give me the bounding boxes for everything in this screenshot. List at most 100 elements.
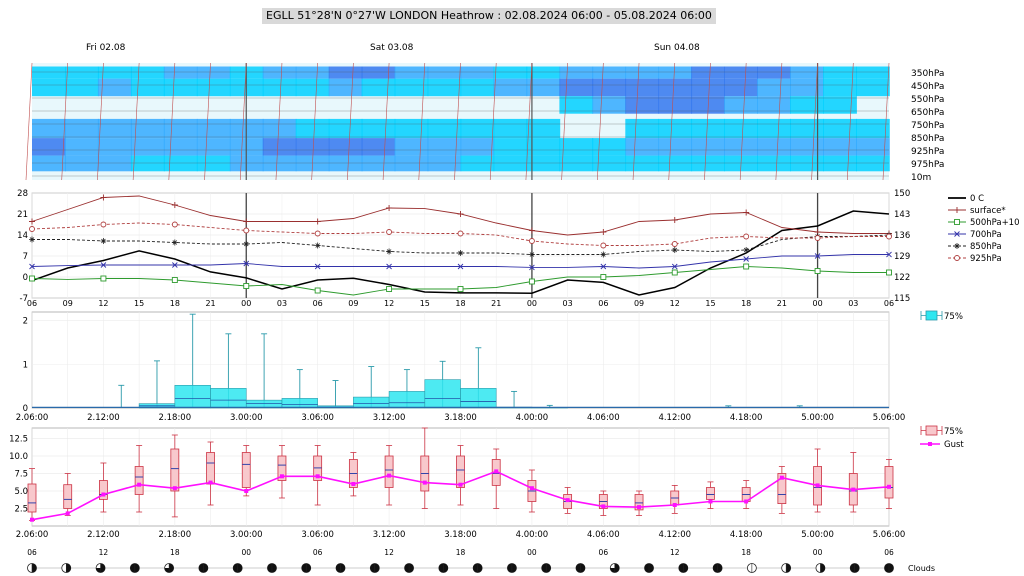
heatmap-cell — [262, 118, 297, 139]
heatmap-cell — [592, 155, 627, 172]
heatmap-cell — [196, 118, 231, 139]
heatmap-cell — [427, 155, 462, 172]
precipitation-x-tick: 3.18:00 — [444, 413, 477, 423]
temperature-hour-label: 15 — [134, 299, 144, 308]
wind-barb — [846, 62, 854, 181]
data-point-marker — [600, 274, 607, 280]
cloud-hour-label: 00 — [813, 548, 823, 557]
meteogram-title: EGLL 51°28'N 0°27'W LONDON Heathrow : 02… — [262, 8, 716, 24]
heatmap-cell — [592, 138, 627, 156]
heatmap-cell — [427, 138, 462, 156]
heatmap-cell — [658, 66, 693, 79]
heatmap-cell — [97, 155, 132, 172]
data-point-marker — [29, 263, 35, 270]
precipitation-legend-label: 75% — [944, 312, 963, 322]
cloud-hour-label: 00 — [527, 548, 537, 557]
data-point-marker — [457, 230, 464, 237]
heatmap-level-label: 925hPa — [911, 147, 944, 157]
heatmap-cell — [493, 78, 528, 97]
temperature-right-tick: 136 — [894, 231, 910, 241]
heatmap-level-label: 975hPa — [911, 160, 944, 170]
data-point-marker — [386, 229, 393, 235]
temperature-hour-label: 03 — [563, 299, 573, 308]
wind-box — [277, 455, 287, 481]
heatmap-cell — [559, 78, 594, 97]
precipitation-y-tick: 0 — [23, 404, 28, 414]
wind-y-tick: 5.0 — [14, 487, 28, 497]
wind-legend-whisker — [920, 426, 943, 435]
gust-point — [387, 473, 392, 478]
heatmap-cell — [361, 78, 396, 97]
data-point-marker — [100, 275, 107, 282]
wind-barb — [168, 62, 176, 181]
gust-point — [708, 499, 713, 504]
heatmap-cell — [856, 118, 890, 139]
heatmap-cell — [328, 118, 363, 139]
data-point-marker — [100, 262, 107, 268]
temperature-hour-label: 12 — [670, 299, 680, 308]
heatmap-cell — [196, 66, 231, 79]
wind-x-tick: 3.12:00 — [373, 530, 406, 540]
heatmap-cell — [658, 96, 693, 114]
heatmap-cell — [295, 138, 330, 156]
heatmap-cell — [757, 118, 791, 139]
heatmap-cell — [493, 138, 528, 156]
heatmap-cell — [460, 66, 495, 79]
precipitation-x-tick: 3.12:00 — [373, 413, 406, 423]
gust-point — [494, 469, 499, 474]
data-point-marker — [529, 264, 535, 271]
heatmap-cell — [724, 96, 758, 114]
heatmap-cell — [625, 118, 660, 139]
temperature-right-tick: 150 — [894, 189, 910, 199]
heatmap-cell — [856, 138, 890, 156]
precipitation-x-tick: 4.06:00 — [587, 413, 620, 423]
data-point-marker — [457, 286, 464, 292]
precipitation-chart — [31, 310, 943, 409]
gust-point — [65, 511, 70, 516]
temperature-hour-label: 21 — [205, 299, 215, 308]
heatmap-cell — [823, 118, 857, 139]
wind-barb — [61, 62, 69, 181]
heatmap-cell — [724, 118, 758, 139]
heatmap-cell — [394, 78, 429, 97]
data-point-marker — [743, 209, 750, 216]
data-point-marker — [600, 263, 607, 270]
temperature-hour-label: 06 — [313, 299, 323, 308]
heatmap-cell — [427, 78, 462, 97]
heatmap-cell — [856, 78, 890, 97]
gust-point — [172, 486, 177, 491]
heatmap-cell — [262, 78, 297, 97]
wind-barb — [239, 62, 247, 181]
gust-point — [672, 503, 677, 507]
heatmap-cell — [790, 118, 824, 139]
gust-legend-marker — [928, 442, 932, 446]
wind-x-tick: 4.12:00 — [658, 530, 691, 540]
heatmap-cell — [130, 155, 165, 172]
heatmap-cell — [361, 118, 396, 139]
heatmap-cell — [460, 118, 495, 139]
heatmap-cell — [32, 138, 66, 156]
heatmap-level-label: 10m — [911, 173, 931, 183]
heatmap-cell — [823, 138, 857, 156]
gust-point — [279, 474, 284, 479]
heatmap-cell — [328, 78, 363, 97]
data-point-marker — [954, 219, 960, 225]
heatmap-cell — [328, 66, 363, 79]
cloud-hour-label: 18 — [456, 548, 466, 557]
heatmap-cell — [658, 78, 693, 97]
precipitation-legend-swatch — [925, 310, 938, 321]
wind-box — [63, 484, 73, 509]
heatmap-cell — [559, 66, 594, 79]
gust-point — [815, 483, 820, 488]
heatmap-cell — [691, 118, 725, 139]
data-point-marker — [171, 277, 178, 283]
temperature-right-tick: 115 — [894, 294, 910, 304]
precipitation-x-tick: 4.00:00 — [516, 413, 549, 423]
gust-point — [565, 498, 570, 503]
gust-point — [637, 505, 642, 510]
data-point-marker — [814, 235, 821, 241]
precipitation-x-tick: 4.18:00 — [730, 413, 763, 423]
wind-barb — [132, 62, 140, 181]
